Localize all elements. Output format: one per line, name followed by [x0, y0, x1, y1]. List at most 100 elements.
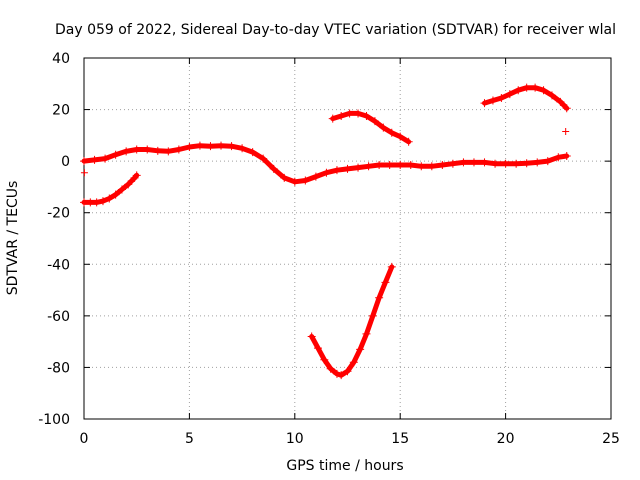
series-mid-arc-high: [328, 109, 413, 146]
data-point: [427, 162, 436, 171]
axis-ticks: 0 5 10 15 20 25 -100 -80 -60 -40 -20 0 20 40: [38, 51, 620, 447]
data-point: [396, 161, 405, 170]
data-point: [301, 176, 310, 185]
data-point: [164, 147, 173, 156]
data-point: [337, 371, 346, 380]
series-late-arc-high: [480, 83, 571, 113]
data-point: [111, 190, 120, 199]
data-point: [132, 171, 141, 180]
data-point: [387, 262, 396, 271]
series-main-trace: [80, 141, 571, 186]
data-point: [368, 311, 377, 320]
y-axis-label: SDTVAR / TECUs: [5, 181, 21, 296]
data-point: [345, 109, 354, 118]
series-trace: [309, 264, 395, 378]
data-point: [356, 345, 365, 354]
plot-frame: [83, 57, 612, 420]
data-point: [448, 159, 457, 168]
data-point: [364, 162, 373, 171]
data-point: [354, 163, 363, 172]
data-point: [370, 117, 379, 126]
series-deep-dip: [307, 262, 396, 380]
data-point: [98, 197, 107, 206]
data-point: [185, 142, 194, 151]
data-point: [459, 158, 468, 167]
y-tick-label: 0: [61, 154, 70, 170]
data-point: [111, 150, 120, 159]
data-point: [556, 97, 565, 106]
data-point: [290, 177, 299, 186]
data-point: [387, 128, 396, 137]
data-point: [354, 109, 363, 118]
data-point: [480, 158, 489, 167]
data-point: [132, 145, 141, 154]
chart-title: Day 059 of 2022, Sidereal Day-to-day VTE…: [55, 22, 616, 38]
data-point: [105, 194, 114, 203]
data-point: [343, 367, 352, 376]
data-point: [328, 114, 337, 123]
data-point: [311, 172, 320, 181]
data-point: [337, 112, 346, 121]
data-point: [543, 157, 552, 166]
series-trace: [482, 85, 570, 111]
data-point: [488, 96, 497, 105]
data-point: [381, 278, 390, 287]
data-point: [362, 112, 371, 121]
data-point: [539, 86, 548, 95]
data-point: [469, 158, 478, 167]
x-tick-label: 0: [80, 431, 89, 447]
data-point: [326, 364, 335, 373]
data-point: [217, 141, 226, 150]
data-point: [259, 154, 268, 163]
data-point: [514, 86, 523, 95]
data-point: [238, 144, 247, 153]
isolated-data-point: [80, 169, 88, 177]
data-point: [531, 83, 540, 92]
y-tick-label: -80: [47, 360, 70, 376]
data-point: [332, 369, 341, 378]
data-point: [206, 142, 215, 151]
data-point: [562, 104, 571, 113]
data-point: [512, 159, 521, 168]
data-point: [320, 355, 329, 364]
data-point: [349, 358, 358, 367]
data-point: [385, 161, 394, 170]
series-trace: [330, 110, 412, 145]
data-point: [307, 332, 316, 341]
grid-lines: [84, 58, 611, 419]
data-point: [280, 173, 289, 182]
data-point: [80, 157, 88, 166]
data-point: [117, 185, 126, 194]
data-point: [562, 151, 571, 160]
y-tick-label: 40: [52, 51, 70, 67]
data-point: [480, 99, 489, 108]
x-tick-label: 25: [602, 431, 620, 447]
data-point: [343, 164, 352, 173]
data-point: [124, 180, 133, 189]
data-point: [101, 154, 110, 163]
isolated-data-point: [562, 127, 570, 135]
y-tick-label: -60: [47, 309, 70, 325]
x-axis-label: GPS time / hours: [286, 458, 403, 474]
data-point: [379, 123, 388, 132]
data-point: [522, 159, 531, 168]
data-point: [313, 344, 322, 353]
data-point: [90, 155, 99, 164]
data-point: [92, 198, 101, 207]
data-point: [406, 161, 415, 170]
data-point: [375, 161, 384, 170]
data-point: [332, 166, 341, 175]
data-point: [533, 158, 542, 167]
data-point: [547, 91, 556, 100]
data-point: [491, 159, 500, 168]
x-tick-label: 15: [391, 431, 409, 447]
data-point: [554, 153, 563, 162]
data-point: [322, 168, 331, 177]
data-point: [122, 147, 131, 156]
data-point: [497, 93, 506, 102]
x-tick-label: 20: [497, 431, 515, 447]
series-low-arc-early: [80, 171, 141, 207]
data-point: [195, 141, 204, 150]
data-point: [404, 137, 413, 146]
